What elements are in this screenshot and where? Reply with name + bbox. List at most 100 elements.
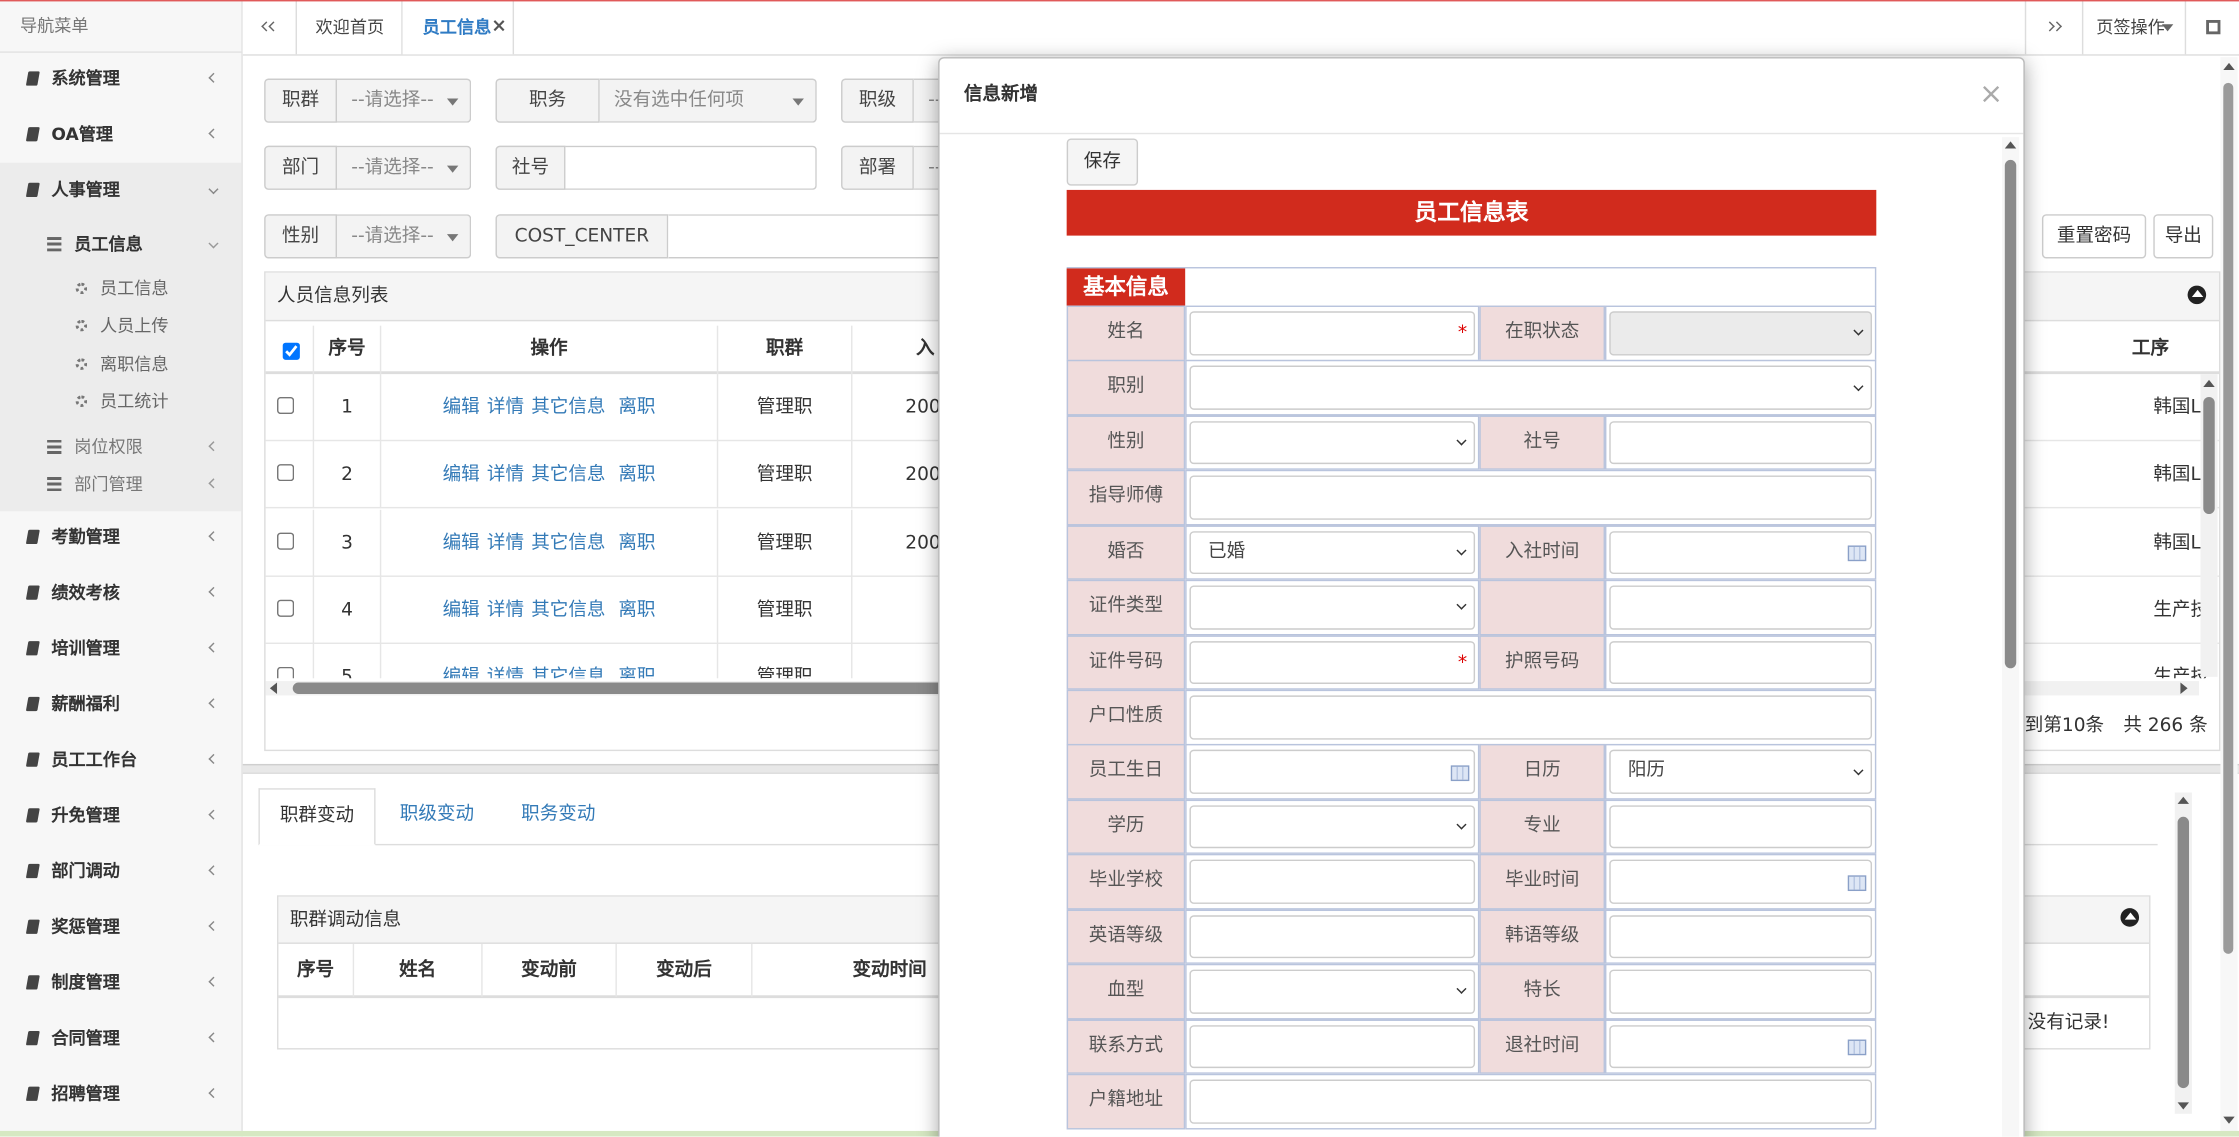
action-link[interactable]: 其它信息	[531, 464, 606, 486]
sub-tab[interactable]: 职务变动	[521, 803, 596, 826]
checkbox[interactable]	[277, 532, 295, 550]
filter-input[interactable]	[565, 145, 817, 190]
tab-label[interactable]: 欢迎首页	[315, 17, 385, 38]
nav-item[interactable]: 部门调动	[51, 860, 120, 881]
action-link[interactable]: 离职	[618, 599, 656, 621]
form-text-input[interactable]	[1189, 914, 1476, 959]
action-link[interactable]: 详情	[486, 667, 525, 679]
nav-item[interactable]: 人事管理	[51, 179, 120, 200]
nav-item[interactable]: 合同管理	[51, 1027, 120, 1048]
nav-item[interactable]: 考勤管理	[51, 526, 120, 547]
toolbar-button[interactable]: 重置密码	[2041, 214, 2147, 259]
column-header[interactable]: 变动前	[483, 943, 617, 997]
action-link[interactable]: 其它信息	[531, 396, 606, 419]
action-link[interactable]: 详情	[486, 464, 525, 486]
nav-item[interactable]: 培训管理	[51, 637, 120, 658]
fullscreen-button[interactable]	[2184, 0, 2239, 55]
form-text-input[interactable]	[1609, 805, 1873, 849]
form-text-input[interactable]	[1609, 585, 1873, 630]
form-text-input[interactable]	[1609, 640, 1873, 685]
nav-item[interactable]: 奖惩管理	[51, 916, 120, 937]
modal-close[interactable]: ×	[1979, 75, 2002, 110]
nav-leaf[interactable]: 员工信息	[99, 278, 169, 299]
form-text-input[interactable]	[1609, 914, 1873, 959]
action-link[interactable]: 其它信息	[531, 599, 606, 621]
action-link[interactable]: 编辑	[442, 599, 480, 621]
form-select[interactable]: 已婚	[1189, 530, 1476, 575]
tab-scroll-left[interactable]	[243, 0, 298, 55]
filter-label: 职级	[841, 78, 914, 123]
column-header[interactable]: 姓名	[354, 943, 483, 997]
checkbox[interactable]	[277, 667, 295, 679]
action-link[interactable]: 其它信息	[531, 667, 606, 679]
column-header[interactable]: 序号	[314, 325, 382, 375]
nav-subitem[interactable]: 员工信息	[74, 234, 143, 255]
form-date-input[interactable]	[1609, 1024, 1873, 1069]
action-link[interactable]: 编辑	[442, 532, 480, 554]
nav-subitem[interactable]: 部门管理	[74, 473, 143, 494]
nav-subitem[interactable]: 岗位权限	[74, 436, 143, 457]
form-text-input[interactable]	[1189, 1079, 1873, 1124]
form-select[interactable]	[1189, 969, 1476, 1014]
form-text-input[interactable]	[1189, 475, 1873, 520]
form-text-input[interactable]	[1609, 421, 1873, 465]
nav-leaf[interactable]: 离职信息	[99, 353, 169, 374]
checkbox[interactable]	[277, 599, 295, 617]
form-text-input[interactable]	[1609, 969, 1873, 1014]
form-date-input[interactable]	[1609, 530, 1873, 575]
action-link[interactable]: 编辑	[442, 667, 480, 679]
checkbox[interactable]	[277, 464, 295, 482]
action-link[interactable]: 离职	[618, 464, 656, 486]
form-select[interactable]	[1189, 805, 1476, 849]
nav-item[interactable]: 系统管理	[51, 68, 120, 89]
tab[interactable]: 欢迎首页	[297, 0, 403, 55]
column-header[interactable]: 操作	[381, 325, 719, 375]
save-button[interactable]: 保存	[1066, 138, 1139, 186]
tab[interactable]: 员工信息 ×	[402, 0, 515, 55]
action-link[interactable]: 详情	[486, 396, 525, 419]
column-header[interactable]: 变动后	[617, 943, 753, 997]
nav-item[interactable]: OA管理	[51, 124, 114, 145]
action-link[interactable]: 详情	[486, 532, 525, 554]
action-link[interactable]: 其它信息	[531, 532, 606, 554]
checkbox[interactable]	[282, 342, 300, 360]
column-header[interactable]: 序号	[278, 943, 355, 997]
toolbar-button[interactable]: 导出	[2153, 214, 2214, 259]
action-link[interactable]: 编辑	[442, 396, 480, 419]
sub-tab[interactable]: 职群变动	[258, 788, 376, 846]
action-link[interactable]: 详情	[486, 599, 525, 621]
form-date-input[interactable]	[1609, 860, 1873, 904]
form-select[interactable]	[1609, 311, 1873, 355]
nav-item[interactable]: 绩效考核	[51, 582, 120, 603]
action-link[interactable]: 离职	[618, 532, 656, 554]
nav-item[interactable]: 制度管理	[51, 971, 120, 992]
form-text-input[interactable]	[1189, 1024, 1476, 1069]
tab-label[interactable]: 员工信息	[422, 17, 492, 38]
form-date-input[interactable]	[1189, 750, 1476, 794]
tab-menu[interactable]: 页签操作	[2081, 0, 2185, 55]
form-select[interactable]	[1189, 421, 1476, 465]
tab-close[interactable]: ×	[491, 15, 507, 38]
nav-item[interactable]: 升免管理	[51, 804, 120, 825]
form-select[interactable]: 阳历	[1609, 750, 1873, 794]
form-text-input[interactable]	[1189, 695, 1873, 739]
nav-item[interactable]: 招聘管理	[51, 1083, 120, 1104]
form-text-input[interactable]	[1189, 860, 1476, 904]
nav-leaf[interactable]: 人员上传	[99, 315, 169, 336]
action-link[interactable]: 编辑	[442, 464, 480, 486]
nav-item[interactable]: 薪酬福利	[51, 693, 120, 714]
form-text-input[interactable]	[1189, 640, 1476, 685]
column-header[interactable]: 职群	[718, 325, 853, 375]
filter-select[interactable]: 没有选中任何项	[599, 78, 817, 123]
checkbox[interactable]	[277, 396, 295, 415]
action-link[interactable]: 离职	[618, 667, 656, 679]
sub-tab[interactable]: 职级变动	[399, 803, 475, 826]
nav-leaf[interactable]: 员工统计	[99, 391, 169, 412]
column-header[interactable]: 工序	[2082, 326, 2219, 375]
form-select[interactable]	[1189, 366, 1873, 410]
form-select[interactable]	[1189, 585, 1476, 630]
tab-scroll-right[interactable]	[2024, 0, 2082, 55]
action-link[interactable]: 离职	[618, 396, 656, 419]
form-text-input[interactable]	[1189, 311, 1476, 355]
nav-item[interactable]: 员工工作台	[51, 749, 138, 770]
